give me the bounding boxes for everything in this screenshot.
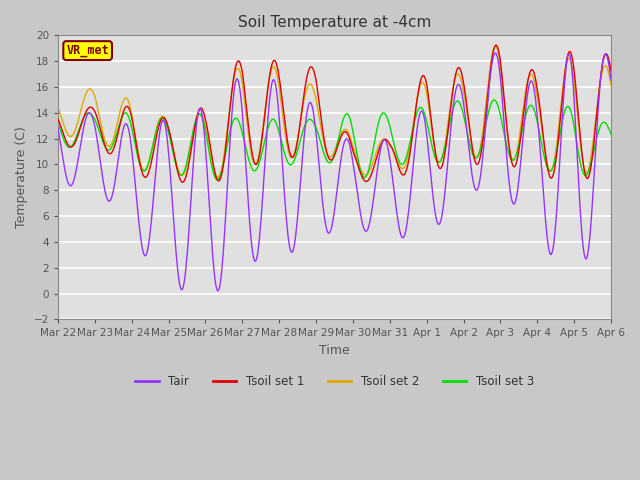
Legend: Tair, Tsoil set 1, Tsoil set 2, Tsoil set 3: Tair, Tsoil set 1, Tsoil set 2, Tsoil se… bbox=[131, 371, 539, 393]
Y-axis label: Temperature (C): Temperature (C) bbox=[15, 126, 28, 228]
Text: VR_met: VR_met bbox=[67, 44, 109, 57]
Title: Soil Temperature at -4cm: Soil Temperature at -4cm bbox=[238, 15, 431, 30]
X-axis label: Time: Time bbox=[319, 344, 350, 357]
